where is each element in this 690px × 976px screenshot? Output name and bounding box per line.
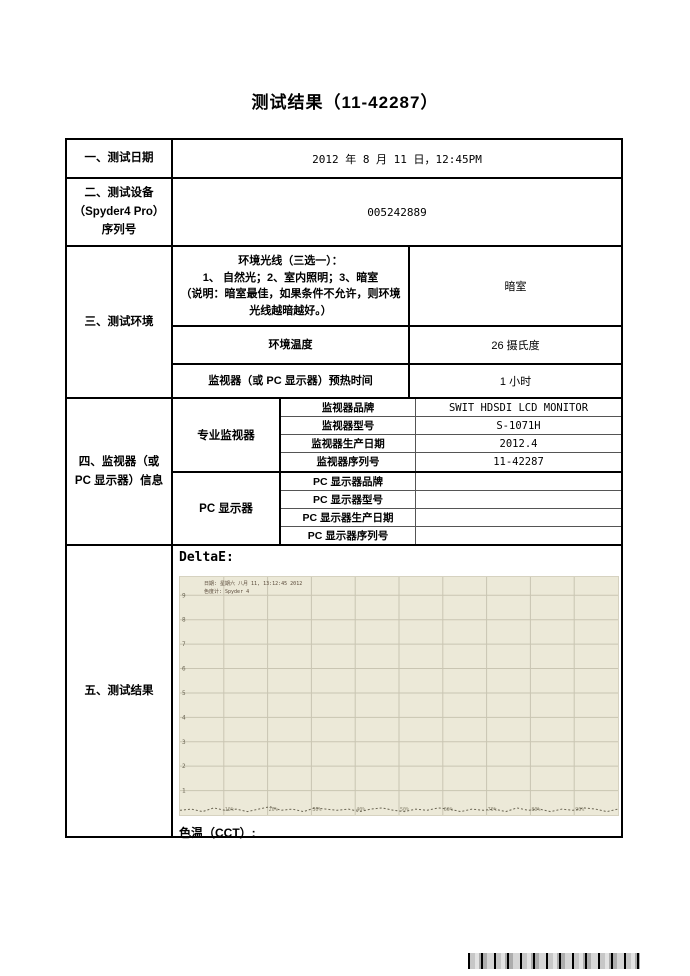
pro-monitor-group: 专业监视器 监视器品牌 SWIT HDSDI LCD MONITOR 监视器型号… — [173, 399, 621, 471]
test-environment-label: 三、测试环境 — [67, 247, 173, 397]
pc-serial-value — [416, 527, 621, 544]
svg-text:3: 3 — [182, 739, 186, 746]
svg-text:9: 9 — [182, 592, 186, 599]
ambient-light-row: 环境光线（三选一）： 1、 自然光；2、室内照明；3、暗室 （说明：暗室最佳，如… — [173, 247, 621, 325]
svg-text:70%: 70% — [488, 807, 497, 813]
pc-date-value — [416, 509, 621, 526]
deltae-plot-area: 10% 20% 30% 40% 50% 60% 70% 80% 90% 1 2 3 4 5 6 7 8 9 — [179, 577, 619, 815]
chart-device-line: 色度计: Spyder 4 — [204, 588, 250, 595]
environment-subtable: 环境光线（三选一）： 1、 自然光；2、室内照明；3、暗室 （说明：暗室最佳，如… — [173, 247, 621, 397]
deltae-chart: 日期: 星期六 八月 11, 13:12:45 2012 色度计: Spyder … — [179, 576, 619, 816]
report-table: 一、测试日期 2012 年 8 月 11 日，12:45PM 二、测试设备 （S… — [65, 138, 623, 840]
pc-display-group: PC 显示器 PC 显示器品牌 PC 显示器型号 PC 显示器生产日期 — [173, 470, 621, 544]
test-environment-row: 三、测试环境 环境光线（三选一）： 1、 自然光；2、室内照明；3、暗室 （说明… — [67, 245, 621, 397]
monitor-date-value: 2012.4 — [499, 437, 538, 450]
monitor-date-label: 监视器生产日期 — [281, 435, 416, 453]
monitor-model-label: 监视器型号 — [281, 417, 416, 435]
test-date-label: 一、测试日期 — [67, 140, 173, 177]
pro-monitor-group-label: 专业监视器 — [173, 399, 281, 471]
table-row: 监视器序列号 11-42287 — [281, 452, 621, 471]
pixelated-watermark — [468, 953, 640, 969]
svg-text:60%: 60% — [444, 807, 453, 813]
ambient-temp-label: 环境温度 — [173, 327, 410, 363]
table-row: PC 显示器品牌 — [281, 472, 621, 490]
svg-text:6: 6 — [182, 666, 186, 673]
svg-text:30%: 30% — [312, 807, 321, 813]
monitor-serial-value: 11-42287 — [493, 455, 544, 468]
chart-date-line: 日期: 星期六 八月 11, 13:12:45 2012 — [204, 581, 303, 587]
ambient-temp-value: 26 摄氏度 — [491, 340, 540, 352]
svg-text:40%: 40% — [356, 807, 365, 813]
monitor-model-value: S-1071H — [496, 419, 541, 432]
svg-text:2: 2 — [182, 763, 186, 770]
pc-date-label: PC 显示器生产日期 — [281, 508, 416, 526]
svg-text:4: 4 — [182, 714, 186, 721]
table-row: PC 显示器型号 — [281, 489, 621, 508]
pc-serial-label: PC 显示器序列号 — [281, 526, 416, 544]
monitor-serial-label: 监视器序列号 — [281, 453, 416, 471]
monitor-info-row: 四、监视器（或 PC 显示器）信息 专业监视器 监视器品牌 SWIT HDSDI… — [67, 397, 621, 544]
svg-text:20%: 20% — [269, 807, 278, 813]
monitor-brand-label: 监视器品牌 — [281, 399, 416, 417]
test-results-label: 五、测试结果 — [67, 546, 173, 836]
svg-text:7: 7 — [182, 641, 186, 648]
test-date-value: 2012 年 8 月 11 日，12:45PM — [312, 152, 482, 166]
page-title: 测试结果（11-42287） — [251, 93, 439, 112]
svg-text:8: 8 — [182, 617, 186, 624]
test-device-row: 二、测试设备 （Spyder4 Pro） 序列号 005242889 — [67, 177, 621, 245]
svg-text:5: 5 — [182, 690, 186, 697]
pc-display-group-label: PC 显示器 — [173, 472, 281, 544]
monitor-info-label: 四、监视器（或 PC 显示器）信息 — [67, 399, 173, 544]
table-row: PC 显示器生产日期 — [281, 507, 621, 526]
svg-text:90%: 90% — [575, 807, 584, 813]
pc-model-value — [416, 491, 621, 508]
warmup-time-label: 监视器（或 PC 显示器）预热时间 — [173, 365, 410, 397]
test-results-row: 五、测试结果 DeltaE: 日期: 星期六 八月 11, 13:12:45 2… — [67, 544, 621, 840]
table-row: 监视器生产日期 2012.4 — [281, 434, 621, 453]
table-row: 监视器型号 S-1071H — [281, 416, 621, 435]
svg-text:80%: 80% — [531, 807, 540, 813]
table-row: 监视器品牌 SWIT HDSDI LCD MONITOR — [281, 399, 621, 417]
table-row: PC 显示器序列号 — [281, 525, 621, 544]
ambient-temp-row: 环境温度 26 摄氏度 — [173, 325, 621, 363]
ambient-light-label: 环境光线（三选一）： 1、 自然光；2、室内照明；3、暗室 （说明：暗室最佳，如… — [173, 247, 410, 325]
svg-text:1: 1 — [182, 788, 186, 795]
monitor-subtable: 专业监视器 监视器品牌 SWIT HDSDI LCD MONITOR 监视器型号… — [173, 399, 621, 544]
chart-header-text: 日期: 星期六 八月 11, 13:12:45 2012 色度计: Spyder … — [204, 581, 302, 596]
test-device-value: 005242889 — [367, 205, 427, 219]
warmup-time-row: 监视器（或 PC 显示器）预热时间 1 小时 — [173, 363, 621, 397]
pc-brand-value — [416, 473, 621, 490]
svg-text:10%: 10% — [225, 807, 234, 813]
ambient-light-value: 暗室 — [504, 281, 527, 293]
pc-model-label: PC 显示器型号 — [281, 490, 416, 508]
test-results-content: DeltaE: 日期: 星期六 八月 11, 13:12:45 2012 色度计:… — [173, 546, 621, 840]
monitor-brand-value: SWIT HDSDI LCD MONITOR — [448, 401, 589, 414]
svg-text:50%: 50% — [400, 807, 409, 813]
cct-heading: 色温（CCT）: — [179, 826, 256, 840]
warmup-time-value: 1 小时 — [499, 376, 532, 388]
test-date-row: 一、测试日期 2012 年 8 月 11 日，12:45PM — [67, 140, 621, 177]
test-device-label: 二、测试设备 （Spyder4 Pro） 序列号 — [67, 179, 173, 245]
pc-brand-label: PC 显示器品牌 — [281, 472, 416, 490]
deltae-heading: DeltaE: — [179, 550, 234, 565]
